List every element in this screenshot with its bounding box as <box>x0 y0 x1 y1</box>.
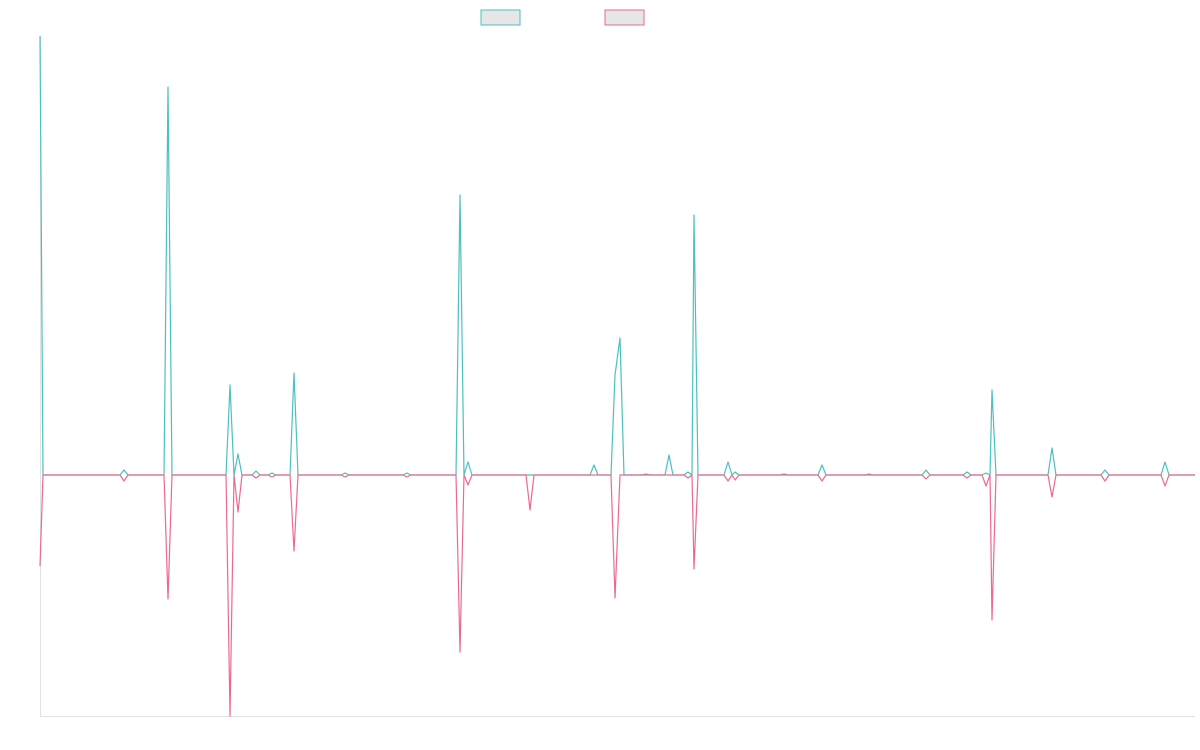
series-line <box>39 35 1195 476</box>
series-line <box>39 474 1195 717</box>
legend-swatch <box>604 9 645 26</box>
legend-swatch <box>480 9 521 26</box>
